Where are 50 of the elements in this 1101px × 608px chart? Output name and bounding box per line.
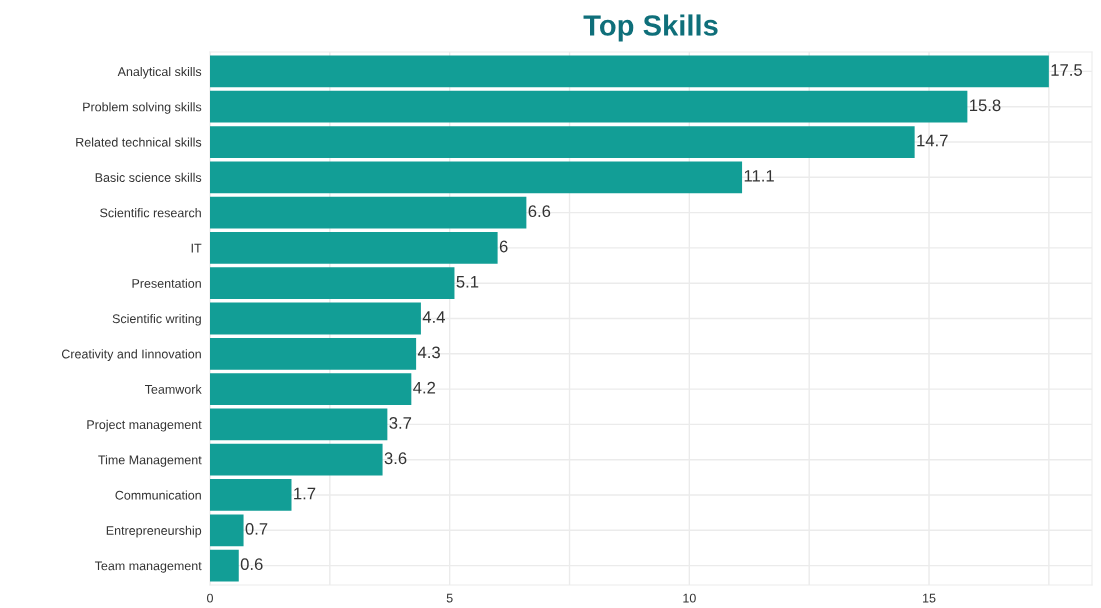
- bar: [210, 126, 915, 158]
- bar: [210, 479, 292, 511]
- data-label: 14.7: [917, 134, 948, 147]
- data-label: 4.4: [422, 311, 445, 323]
- data-label: 15.8: [970, 99, 1001, 112]
- data-label: 17.5: [1051, 64, 1082, 76]
- y-tick-label: Scientific research: [100, 208, 201, 218]
- bar: [210, 302, 421, 335]
- data-label: 6: [499, 240, 508, 253]
- data-label: 11.1: [744, 170, 774, 182]
- x-tick-label: 5: [446, 593, 453, 603]
- data-label: 1.7: [294, 487, 316, 500]
- bar: [210, 55, 1049, 88]
- bar: [210, 514, 244, 547]
- y-tick-label: IT: [191, 243, 202, 253]
- data-label: 0.6: [240, 558, 263, 571]
- bar: [210, 232, 498, 264]
- x-tick-label: 15: [923, 593, 936, 603]
- bar: [210, 408, 388, 441]
- data-label: 4.3: [417, 346, 440, 359]
- bar: [210, 443, 383, 476]
- bar: [210, 549, 239, 582]
- data-label: 6.6: [528, 205, 551, 218]
- y-tick-label: Scientific writing: [112, 313, 201, 326]
- y-tick-label: Analytical skills: [117, 66, 202, 79]
- y-tick-label: Project management: [87, 419, 202, 432]
- chart-title: Top Skills: [583, 14, 718, 42]
- y-tick-label: Entrepreneurship: [106, 525, 202, 538]
- y-tick-label: Problem solving skills: [83, 102, 202, 114]
- y-tick-label: Basic science skills: [95, 172, 202, 182]
- data-label: 3.6: [384, 452, 407, 465]
- data-label: 0.7: [245, 522, 268, 535]
- bar: [210, 267, 455, 300]
- bar: [210, 373, 412, 405]
- y-tick-label: Creativity and Iinnovation: [61, 349, 201, 361]
- x-tick-label: 10: [683, 593, 696, 603]
- y-tick-label: Time Management: [98, 455, 202, 467]
- bar: [210, 337, 417, 370]
- data-label: 3.7: [389, 417, 412, 429]
- y-tick-label: Related technical skills: [76, 137, 202, 147]
- data-label: 5.1: [456, 276, 479, 288]
- bar: [210, 161, 743, 194]
- bar: [210, 90, 968, 123]
- y-tick-label: Teamwork: [145, 384, 202, 394]
- x-tick-label: 0: [207, 593, 213, 603]
- data-label: 4.2: [413, 381, 436, 394]
- y-tick-label: Team management: [94, 561, 202, 573]
- y-tick-label: Communication: [115, 490, 201, 500]
- y-tick-label: Presentation: [132, 278, 201, 288]
- bar: [210, 196, 527, 229]
